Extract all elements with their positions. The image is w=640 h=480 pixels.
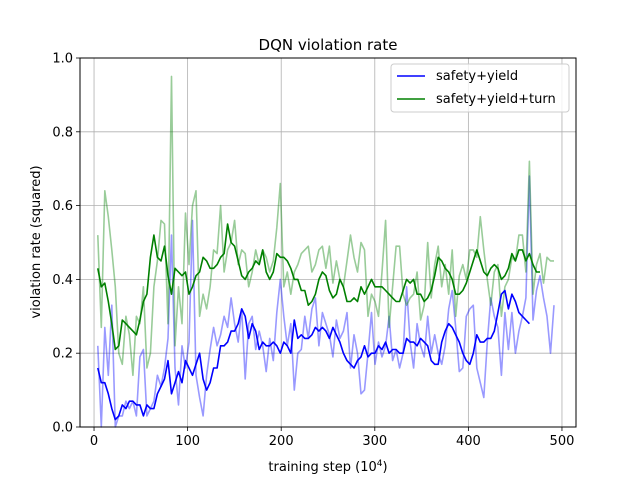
y-tick-label-1: 0.2 xyxy=(52,347,73,362)
x-axis-label: training step (104) xyxy=(268,459,387,475)
legend-box xyxy=(390,63,570,113)
ticks: 0 100 200 300 400 500 0.0 0.2 0.4 0.6 0.8 1.0 xyxy=(52,52,574,450)
plot-series xyxy=(97,75,555,428)
y-tick-label-2: 0.4 xyxy=(52,273,73,288)
raw-series-safety-yield xyxy=(97,175,555,428)
x-tick-label-300: 300 xyxy=(362,434,387,449)
legend: safety+yield safety+yield+turn xyxy=(390,63,570,113)
grid xyxy=(80,57,576,428)
x-tick-label-0: 0 xyxy=(90,434,98,449)
x-axis-label-close: ) xyxy=(383,460,388,475)
x-tick-label-400: 400 xyxy=(456,434,481,449)
chart-title: DQN violation rate xyxy=(259,36,398,54)
raw-series-safety-yield-turn xyxy=(97,75,554,377)
x-tick-label-500: 500 xyxy=(550,434,575,449)
y-tick-label-0: 0.0 xyxy=(52,421,73,436)
smoothed-series-safety-yield xyxy=(97,289,530,421)
x-axis-label-main: training step (10 xyxy=(268,460,376,475)
y-tick-label-4: 0.8 xyxy=(52,125,73,140)
x-tick-label-200: 200 xyxy=(269,434,294,449)
x-axis-label-exponent: 4 xyxy=(377,459,383,469)
y-axis-label: violation rate (squared) xyxy=(29,165,44,318)
y-tick-label-5: 1.0 xyxy=(52,52,73,67)
legend-label-safety-yield: safety+yield xyxy=(436,69,518,84)
x-tick-label-100: 100 xyxy=(175,434,200,449)
plot-frame xyxy=(79,57,577,428)
y-tick-label-3: 0.6 xyxy=(52,199,73,214)
smoothed-series-safety-yield-turn xyxy=(97,223,540,351)
legend-label-safety-yield-turn: safety+yield+turn xyxy=(436,92,556,107)
